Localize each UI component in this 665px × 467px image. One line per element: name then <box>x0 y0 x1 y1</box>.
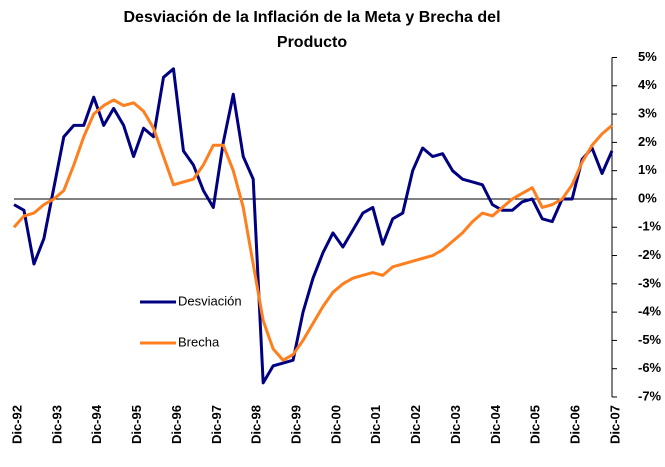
y-tick-label: -7% <box>638 388 662 403</box>
x-tick-label: Dic-01 <box>368 405 383 444</box>
x-tick-label: Dic-99 <box>289 405 304 444</box>
x-tick-label: Dic-94 <box>89 404 104 444</box>
y-tick-label: 2% <box>638 134 657 149</box>
y-tick-label: 3% <box>638 106 657 121</box>
x-tick-label: Dic-93 <box>49 405 64 444</box>
x-tick-label: Dic-98 <box>249 405 264 444</box>
x-tick-label: Dic-02 <box>408 405 423 444</box>
x-tick-label: Dic-96 <box>169 405 184 444</box>
y-tick-label: -1% <box>638 219 662 234</box>
x-tick-label: Dic-97 <box>209 405 224 444</box>
x-tick-label: Dic-06 <box>568 405 583 444</box>
x-tick-label: Dic-05 <box>528 405 543 444</box>
chart-title: Producto <box>277 34 347 51</box>
y-tick-label: -5% <box>638 332 662 347</box>
y-tick-label: 5% <box>638 49 657 64</box>
y-tick-label: -4% <box>638 304 662 319</box>
x-tick-label: Dic-95 <box>129 405 144 444</box>
x-tick-label: Dic-03 <box>448 405 463 444</box>
line-series <box>13 67 614 385</box>
y-tick-label: -6% <box>638 360 662 375</box>
x-tick-label: Dic-00 <box>328 405 343 444</box>
x-tick-label: Dic-92 <box>9 405 24 444</box>
y-tick-label: 4% <box>638 77 657 92</box>
legend-label: Brecha <box>178 334 220 349</box>
line-series <box>12 98 613 362</box>
y-tick-label: 0% <box>638 190 657 205</box>
chart-title: Desviación de la Inflación de la Meta y … <box>123 9 500 26</box>
y-tick-label: -2% <box>638 247 662 262</box>
y-tick-label: 1% <box>638 162 657 177</box>
y-tick-label: -3% <box>638 275 662 290</box>
x-tick-label: Dic-04 <box>488 404 503 444</box>
x-tick-label: Dic-07 <box>607 405 622 444</box>
legend-label: Desviación <box>178 293 242 308</box>
